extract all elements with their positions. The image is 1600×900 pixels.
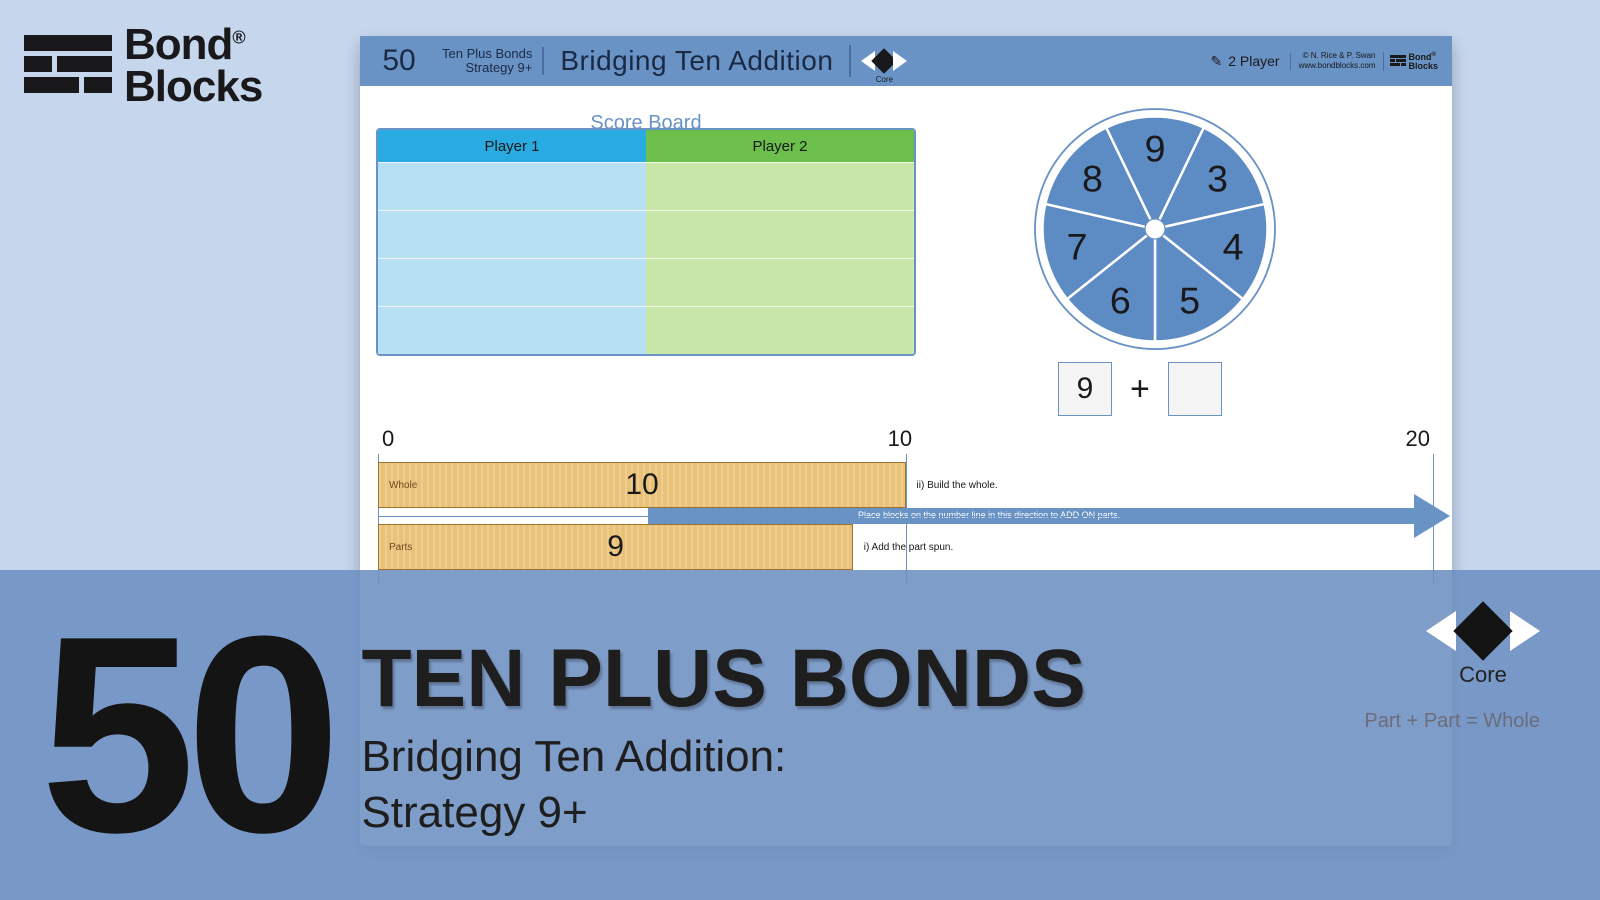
nl-min: 0 [382,426,394,452]
card-title: Bridging Ten Addition [544,45,851,77]
chevron-left-icon [1426,611,1456,651]
score-cell[interactable] [378,306,646,354]
player1-header: Player 1 [378,130,646,162]
whole-block[interactable]: Whole 10 [378,462,906,508]
plus-icon: + [1130,370,1150,409]
parts-block[interactable]: Parts 9 [378,524,853,570]
parts-row-label: Parts [389,542,412,553]
player-count-label: 2 Player [1228,53,1279,69]
svg-text:6: 6 [1110,280,1131,322]
part-part-whole-label: Part + Part = Whole [1364,710,1540,733]
score-cell[interactable] [646,210,914,258]
logo-text: Bond® Blocks [124,24,262,108]
score-cell[interactable] [378,210,646,258]
nl-mid: 10 [888,426,912,452]
card-subtitle-1: Ten Plus Bonds [442,47,532,61]
score-header-row: Player 1 Player 2 [378,130,914,162]
diamond-icon [1453,601,1512,660]
equation: 9 + [1058,362,1222,416]
logo-bricks-icon [24,35,112,97]
whole-value: 10 [625,468,658,502]
pencil-icon: ✎ [1210,53,1222,70]
score-body [378,162,914,354]
player2-column[interactable] [646,162,914,354]
note-build: ii) Build the whole. [917,480,998,491]
player-count: ✎ 2 Player [1210,53,1290,70]
logo-word2: Blocks [124,62,262,111]
nl-max: 20 [1406,426,1430,452]
score-cell[interactable] [378,162,646,210]
number-line-axis: Whole 10 Place blocks on the number line… [378,454,1434,584]
note-add: i) Add the part spun. [864,542,954,553]
brand-logo: Bond® Blocks [24,26,334,106]
equation-right-box[interactable] [1168,362,1222,416]
player1-column[interactable] [378,162,646,354]
svg-text:8: 8 [1082,158,1103,200]
player2-header: Player 2 [646,130,914,162]
equation-left-box[interactable]: 9 [1058,362,1112,416]
overlay-core-label: Core [1426,662,1540,688]
core-badge-label: Core [876,75,893,84]
score-cell[interactable] [646,306,914,354]
core-badge: Core [861,46,907,76]
website-line: www.bondblocks.com [1299,61,1376,71]
svg-text:3: 3 [1207,158,1228,200]
overlay-number: 50 [0,595,351,875]
score-cell[interactable] [378,258,646,306]
logo-reg: ® [232,28,244,48]
copyright: © N. Rice & P. Swan www.bondblocks.com [1291,51,1384,70]
whole-row-label: Whole [389,480,417,491]
card-subtitle: Ten Plus Bonds Strategy 9+ [438,47,544,74]
chevron-right-icon [1510,611,1540,651]
parts-value: 9 [607,530,624,564]
overlay-line2: Strategy 9+ [361,788,1085,838]
copyright-line: © N. Rice & P. Swan [1299,51,1376,61]
overlay-title: TEN PLUS BONDS [361,632,1085,726]
arrow-text: Place blocks on the number line in this … [858,510,1120,520]
card-number: 50 [360,36,438,86]
number-line-labels: 0 10 20 [378,426,1434,454]
svg-text:4: 4 [1223,225,1244,267]
title-overlay: 50 TEN PLUS BONDS Bridging Ten Addition:… [0,570,1600,900]
card-subtitle-2: Strategy 9+ [442,61,532,75]
card-header: 50 Ten Plus Bonds Strategy 9+ Bridging T… [360,36,1452,86]
number-line: 0 10 20 Whole 10 Place blocks on the num… [360,426,1452,584]
spinner[interactable]: 93 45 67 8 [1030,104,1280,354]
svg-text:7: 7 [1067,225,1088,267]
score-table: Player 1 Player 2 [376,128,916,356]
mini-logo: Bond®Blocks [1383,52,1438,71]
score-cell[interactable] [646,258,914,306]
score-cell[interactable] [646,162,914,210]
svg-text:5: 5 [1179,280,1200,322]
overlay-line1: Bridging Ten Addition: [361,732,1085,782]
overlay-core-badge: Core [1426,610,1540,688]
overlay-text-block: TEN PLUS BONDS Bridging Ten Addition: St… [351,632,1085,838]
svg-text:9: 9 [1145,128,1166,170]
